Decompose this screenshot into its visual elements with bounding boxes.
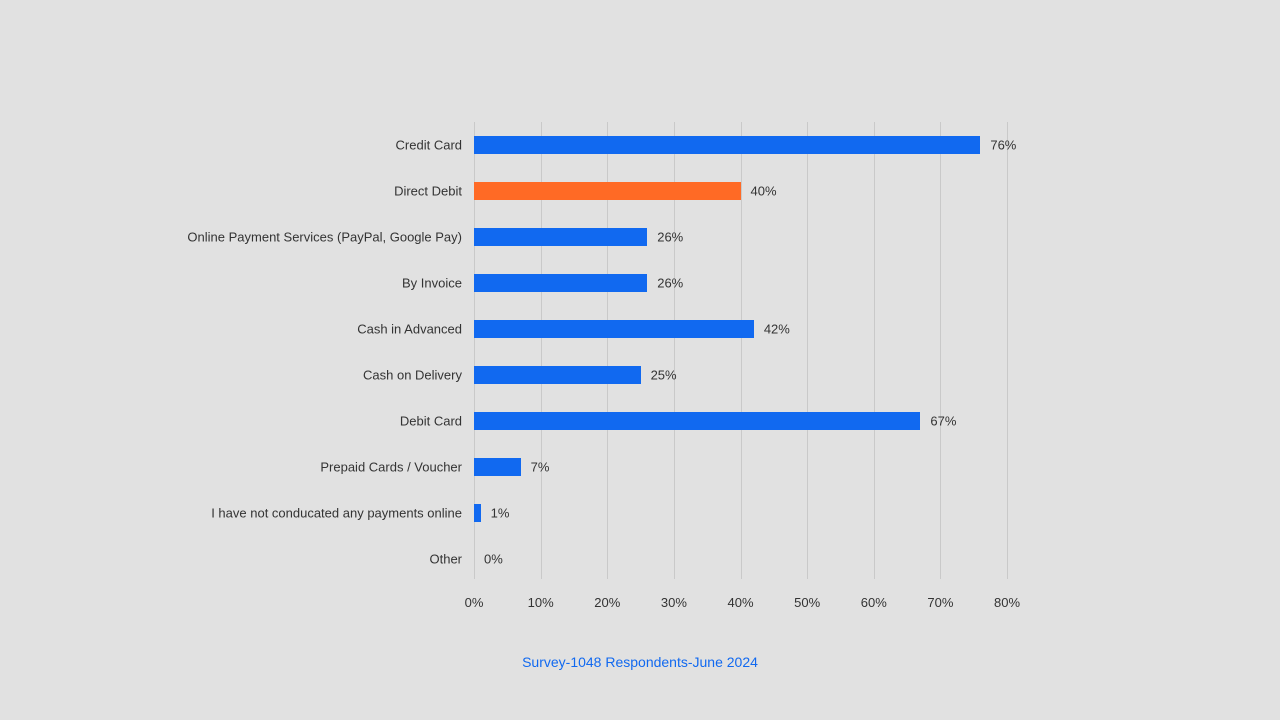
plot-area: 0%10%20%30%40%50%60%70%80%Credit Card76%… [474, 122, 1007, 579]
bar [474, 458, 521, 476]
x-axis-tick: 50% [794, 595, 820, 610]
x-axis-tick: 0% [465, 595, 484, 610]
bar [474, 320, 754, 338]
value-label: 25% [651, 368, 677, 383]
value-label: 26% [657, 230, 683, 245]
bar [474, 504, 481, 522]
category-label: By Invoice [402, 276, 474, 291]
category-label: I have not conducated any payments onlin… [211, 506, 474, 521]
value-label: 40% [751, 184, 777, 199]
bar-row: Cash in Advanced42% [474, 306, 1007, 352]
x-axis-tick: 20% [594, 595, 620, 610]
value-label: 1% [491, 506, 510, 521]
value-label: 76% [990, 138, 1016, 153]
x-axis-tick: 70% [927, 595, 953, 610]
category-label: Credit Card [396, 138, 474, 153]
bar-row: Direct Debit40% [474, 168, 1007, 214]
category-label: Online Payment Services (PayPal, Google … [187, 230, 474, 245]
value-label: 7% [531, 460, 550, 475]
category-label: Cash in Advanced [357, 322, 474, 337]
bar [474, 228, 647, 246]
bar-row: I have not conducated any payments onlin… [474, 490, 1007, 536]
gridline [1007, 122, 1008, 579]
bar [474, 366, 641, 384]
x-axis-tick: 30% [661, 595, 687, 610]
bar [474, 274, 647, 292]
category-label: Debit Card [400, 414, 474, 429]
category-label: Direct Debit [394, 184, 474, 199]
value-label: 26% [657, 276, 683, 291]
bar-row: Other0% [474, 536, 1007, 582]
value-label: 0% [484, 552, 503, 567]
bar-row: Prepaid Cards / Voucher7% [474, 444, 1007, 490]
bar-row: Cash on Delivery25% [474, 352, 1007, 398]
category-label: Other [429, 552, 474, 567]
value-label: 42% [764, 322, 790, 337]
x-axis-tick: 40% [727, 595, 753, 610]
x-axis-tick: 80% [994, 595, 1020, 610]
caption: Survey-1048 Respondents-June 2024 [0, 654, 1280, 670]
bar-row: Online Payment Services (PayPal, Google … [474, 214, 1007, 260]
bar [474, 412, 920, 430]
category-label: Cash on Delivery [363, 368, 474, 383]
bar-highlight [474, 182, 741, 200]
category-label: Prepaid Cards / Voucher [320, 460, 474, 475]
bar-row: By Invoice26% [474, 260, 1007, 306]
value-label: 67% [930, 414, 956, 429]
x-axis-tick: 60% [861, 595, 887, 610]
chart-stage: 0%10%20%30%40%50%60%70%80%Credit Card76%… [0, 0, 1280, 720]
bar-row: Debit Card67% [474, 398, 1007, 444]
x-axis-tick: 10% [528, 595, 554, 610]
bar-row: Credit Card76% [474, 122, 1007, 168]
bar [474, 136, 980, 154]
